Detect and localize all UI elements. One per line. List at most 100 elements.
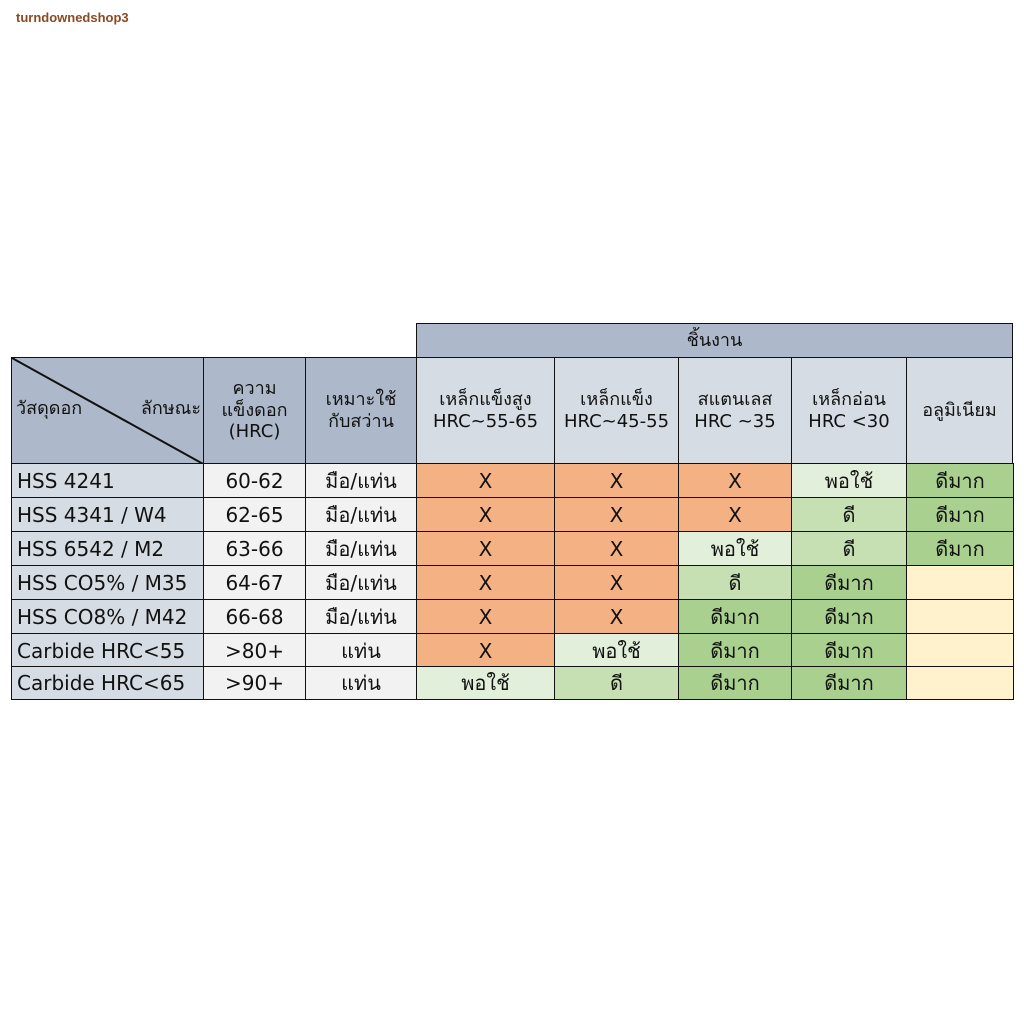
- cell-rating-text: X: [728, 468, 742, 493]
- cell-hardness: 62-65: [203, 497, 306, 532]
- cell-material-text: HSS CO5% / M35: [17, 570, 188, 595]
- cell-hardness: >80+: [203, 633, 306, 668]
- group-header-workpiece: ชิ้นงาน: [416, 323, 1013, 358]
- cell-rating: ดีมาก: [791, 565, 907, 600]
- cell-material-text: HSS 4241: [17, 468, 115, 493]
- cell-rating-text: พอใช้: [710, 536, 760, 561]
- cell-rating-text: ดี: [610, 671, 623, 695]
- cell-rating: ดีมาก: [791, 633, 907, 668]
- cell-rating: ดีมาก: [678, 599, 792, 634]
- cell-usage: แท่น: [305, 666, 417, 700]
- cell-rating-text: ดีมาก: [710, 671, 760, 695]
- header-usage-line2: กับสว่าน: [328, 410, 394, 432]
- cell-rating: X: [554, 463, 679, 498]
- cell-usage: มือ/แท่น: [305, 463, 417, 498]
- workpiece-name: อลูมิเนียม: [922, 399, 997, 421]
- header-hardness: ความ แข็งดอก (HRC): [203, 357, 306, 464]
- cell-hardness-text: 66-68: [225, 604, 284, 629]
- workpiece-name: เหล็กแข็งสูง: [439, 388, 532, 410]
- cell-rating: ดีมาก: [678, 666, 792, 700]
- cell-rating: X: [416, 633, 555, 668]
- cell-material-text: HSS 4341 / W4: [17, 502, 167, 527]
- cell-material-text: HSS CO8% / M42: [17, 604, 188, 629]
- cell-rating-text: พอใช้: [461, 671, 510, 695]
- corner-label-property: ลักษณะ: [140, 398, 201, 419]
- cell-usage: มือ/แท่น: [305, 599, 417, 634]
- cell-hardness-text: 62-65: [225, 502, 284, 527]
- cell-rating: X: [416, 463, 555, 498]
- cell-rating-text: ดีมาก: [710, 638, 760, 663]
- cell-rating: [906, 666, 1014, 700]
- cell-rating: พอใช้: [791, 463, 907, 498]
- cell-usage-text: แท่น: [341, 671, 381, 695]
- cell-rating: [906, 565, 1014, 600]
- cell-rating: ดี: [678, 565, 792, 600]
- cell-rating-text: ดีมาก: [824, 570, 874, 595]
- diagonal-line: [12, 358, 203, 463]
- cell-rating: X: [416, 531, 555, 566]
- cell-rating-text: X: [478, 638, 493, 663]
- cell-rating: X: [554, 565, 679, 600]
- cell-rating-text: X: [728, 502, 742, 527]
- cell-rating: พอใช้: [416, 666, 555, 700]
- cell-rating: ดีมาก: [906, 497, 1014, 532]
- header-workpiece-hard-steel: เหล็กแข็ง HRC~45-55: [554, 357, 679, 464]
- header-hardness-line2: แข็งดอก: [221, 399, 288, 421]
- cell-rating: ดี: [791, 497, 907, 532]
- cell-rating-text: ดีมาก: [935, 468, 985, 493]
- cell-rating: [906, 599, 1014, 634]
- cell-rating: ดีมาก: [906, 531, 1014, 566]
- cell-usage-text: มือ/แท่น: [325, 604, 397, 629]
- workpiece-name: เหล็กแข็ง: [580, 388, 653, 410]
- cell-rating: X: [554, 497, 679, 532]
- cell-rating: ดีมาก: [678, 633, 792, 668]
- cell-hardness: >90+: [203, 666, 306, 700]
- cell-rating: ดีมาก: [906, 463, 1014, 498]
- workpiece-hrc: HRC~45-55: [563, 410, 670, 432]
- cell-rating: X: [554, 599, 679, 634]
- header-hardness-line3: (HRC): [228, 421, 281, 443]
- header-workpiece-high-hard-steel: เหล็กแข็งสูง HRC~55-65: [416, 357, 555, 464]
- cell-material: HSS CO5% / M35: [11, 565, 204, 600]
- cell-rating-text: ดีมาก: [824, 604, 874, 629]
- cell-rating: พอใช้: [678, 531, 792, 566]
- cell-rating-text: ดี: [842, 502, 856, 527]
- cell-usage-text: มือ/แท่น: [325, 502, 397, 527]
- cell-rating-text: ดีมาก: [824, 671, 874, 695]
- cell-rating: X: [678, 497, 792, 532]
- cell-hardness-text: 60-62: [225, 468, 284, 493]
- cell-rating-text: ดีมาก: [824, 638, 874, 663]
- cell-rating-text: X: [478, 604, 493, 629]
- cell-rating-text: ดีมาก: [935, 502, 985, 527]
- cell-usage: มือ/แท่น: [305, 497, 417, 532]
- cell-material-text: Carbide HRC<65: [17, 671, 186, 695]
- cell-usage-text: แท่น: [341, 638, 381, 663]
- cell-rating-text: ดีมาก: [935, 536, 985, 561]
- cell-material: Carbide HRC<65: [11, 666, 204, 700]
- cell-rating: พอใช้: [554, 633, 679, 668]
- cell-rating-text: ดี: [728, 570, 742, 595]
- cell-usage-text: มือ/แท่น: [325, 536, 397, 561]
- workpiece-name: สแตนเลส: [697, 388, 773, 410]
- workpiece-hrc: HRC ~35: [694, 410, 776, 432]
- cell-hardness-text: >90+: [225, 671, 284, 695]
- cell-hardness: 63-66: [203, 531, 306, 566]
- cell-rating-text: พอใช้: [592, 638, 641, 663]
- cell-rating: ดีมาก: [791, 666, 907, 700]
- cell-material-text: HSS 6542 / M2: [17, 536, 165, 561]
- cell-rating: [906, 633, 1014, 668]
- cell-rating-text: พอใช้: [824, 468, 874, 493]
- cell-hardness: 64-67: [203, 565, 306, 600]
- corner-header: วัสดุดอก ลักษณะ: [11, 357, 204, 464]
- cell-rating-text: X: [478, 536, 493, 561]
- cell-material: HSS 6542 / M2: [11, 531, 204, 566]
- cell-usage: แท่น: [305, 633, 417, 668]
- cell-rating-text: X: [478, 468, 493, 493]
- cell-material-text: Carbide HRC<55: [17, 638, 186, 663]
- cell-hardness: 60-62: [203, 463, 306, 498]
- cell-rating-text: X: [478, 502, 493, 527]
- cell-material: HSS CO8% / M42: [11, 599, 204, 634]
- cell-usage: มือ/แท่น: [305, 531, 417, 566]
- cell-usage-text: มือ/แท่น: [325, 468, 397, 493]
- group-header-label: ชิ้นงาน: [686, 329, 743, 351]
